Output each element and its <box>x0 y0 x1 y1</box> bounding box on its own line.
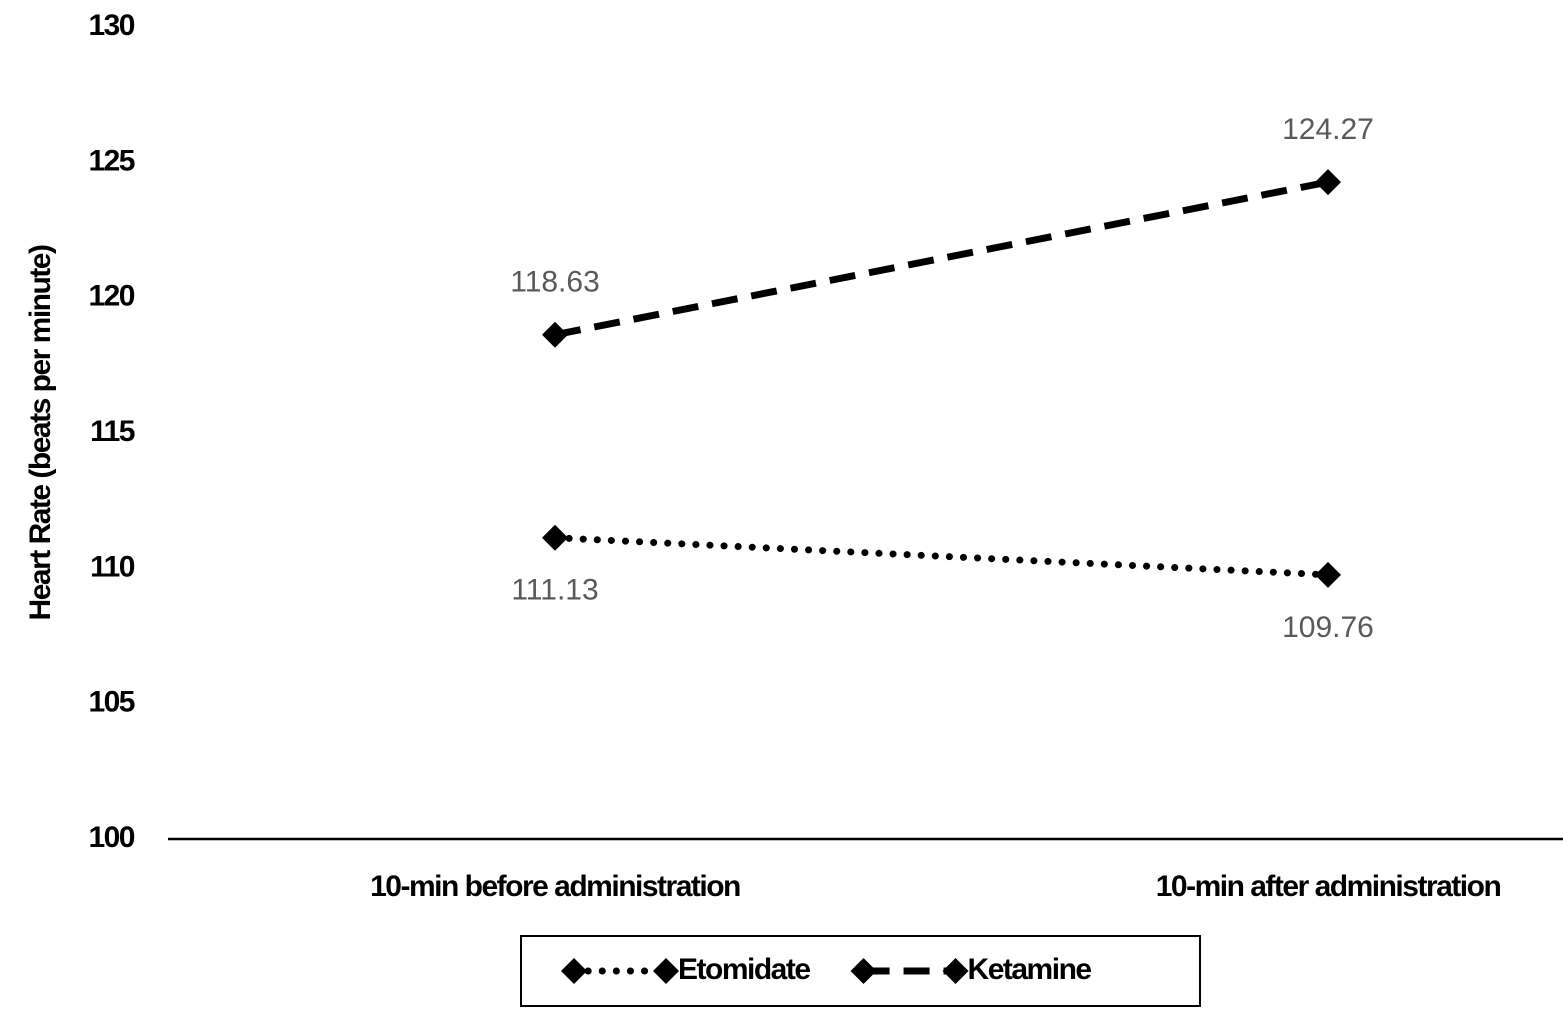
y-tick-label: 105 <box>88 686 134 719</box>
legend-box <box>520 935 1201 1007</box>
data-label: 109.76 <box>1282 611 1374 644</box>
y-axis-title: Heart Rate (beats per minute) <box>24 245 57 620</box>
x-tick-label: 10-min after administration <box>1156 870 1501 903</box>
data-point <box>542 321 568 348</box>
legend-marker <box>561 958 587 984</box>
data-point <box>1315 169 1341 196</box>
legend-marker <box>850 958 877 984</box>
data-point <box>542 524 568 551</box>
legend-marker <box>653 958 679 984</box>
data-point <box>1315 561 1341 588</box>
legend-marker <box>942 958 969 984</box>
legend-label: Ketamine <box>968 953 1092 986</box>
series-line <box>554 178 1329 339</box>
x-tick-label: 10-min before administration <box>370 870 740 903</box>
data-label: 118.63 <box>510 266 600 299</box>
data-label: 111.13 <box>511 574 598 607</box>
y-tick-label: 125 <box>88 144 134 177</box>
y-tick-label: 100 <box>88 821 134 854</box>
y-tick-label: 130 <box>88 9 134 42</box>
y-tick-label: 110 <box>90 550 135 583</box>
y-tick-label: 120 <box>88 280 134 313</box>
series-line <box>551 534 1332 579</box>
y-tick-label: 115 <box>90 415 135 448</box>
legend-label: Etomidate <box>678 953 810 986</box>
data-label: 124.27 <box>1282 113 1374 146</box>
